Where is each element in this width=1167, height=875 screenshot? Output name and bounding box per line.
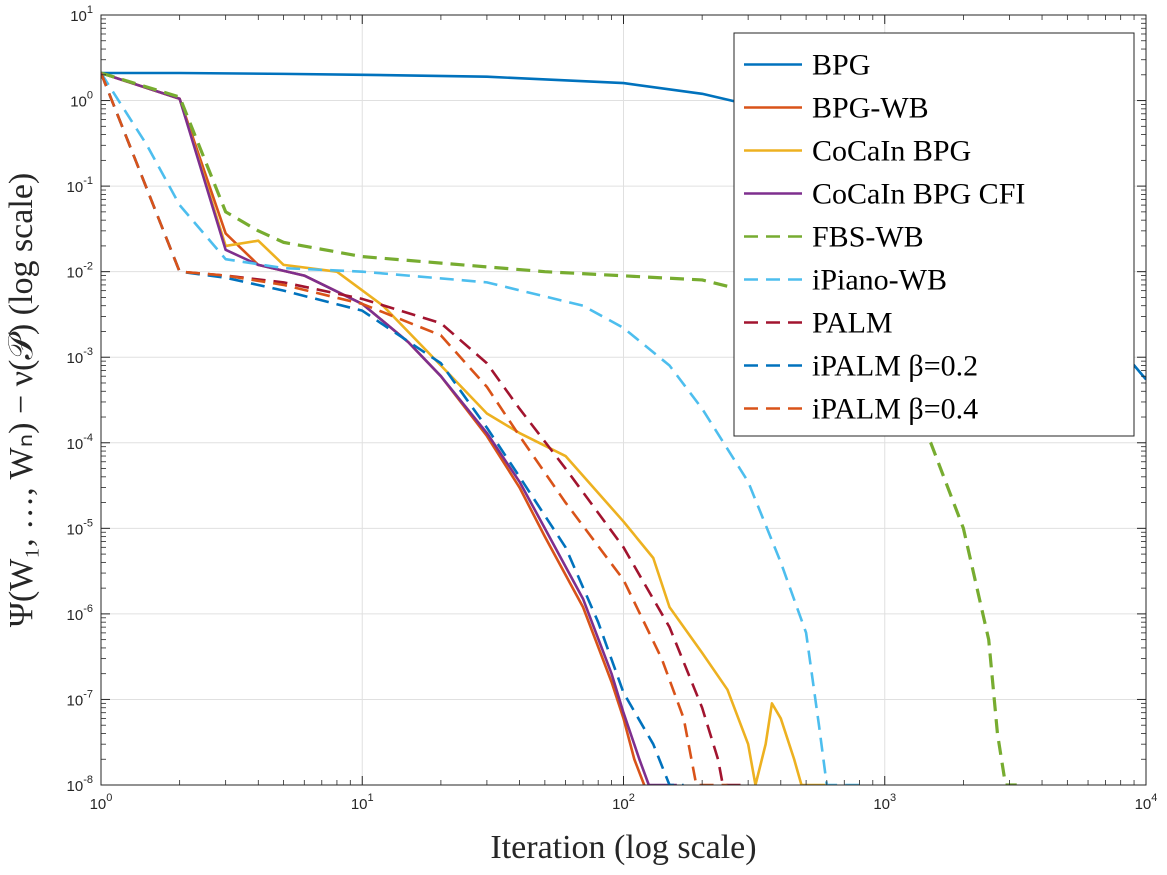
legend-label-5: iPiano-WB [812,264,947,297]
series-line-6 [101,72,749,785]
legend-box [733,32,1135,437]
legend-label-0: BPG [812,49,870,82]
series-line-4 [101,71,1017,785]
y-tick-label: 10-4 [67,432,93,453]
legend-items: BPG BPG-WB CoCaIn BPG CoCaIn BPG CFI FBS-WB i… [744,49,1025,426]
y-tick-label: 10-6 [67,603,93,624]
series-line-5 [101,72,860,785]
legend-label-2: CoCaIn BPG [812,135,971,168]
legend-label-8: iPALM β=0.4 [812,393,978,426]
y-tick-label: 100 [70,90,93,111]
y-axis-title: Ψ(W₁, …, Wₙ) − ν(𝒫) (log scale) [3,173,40,627]
legend-label-4: FBS-WB [812,221,924,254]
series-line-8 [101,72,728,785]
legend-label-3: CoCaIn BPG CFI [812,178,1025,211]
y-tick-label: 10-1 [67,175,93,196]
legend-label-1: BPG-WB [812,92,929,125]
x-tick-labels: 100 101 102 103 104 [90,792,1158,813]
legend: BPG BPG-WB CoCaIn BPG CoCaIn BPG CFI FBS-WB i… [733,32,1135,437]
y-tick-label: 10-7 [67,688,93,709]
series-line-3 [101,71,677,785]
x-tick-label: 101 [351,792,374,813]
y-tick-label: 101 [70,4,93,25]
y-tick-labels: 10-8 10-7 10-6 10-5 10-4 10-3 10-2 10-1 100 101 [67,4,93,795]
series-line-2 [101,71,827,785]
legend-label-7: iPALM β=0.2 [812,350,978,383]
series-line-7 [101,72,684,785]
x-tick-label: 100 [90,792,113,813]
y-tick-label: 10-2 [67,261,93,282]
x-tick-label: 103 [873,792,896,813]
x-tick-label: 102 [612,792,635,813]
x-tick-label: 104 [1135,792,1158,813]
ticks [100,14,1147,786]
y-tick-label: 10-8 [67,774,93,795]
x-axis-title: Iteration (log scale) [490,829,756,866]
y-tick-label: 10-5 [67,517,93,538]
y-tick-label: 10-3 [67,346,93,367]
legend-label-6: PALM [812,307,893,340]
